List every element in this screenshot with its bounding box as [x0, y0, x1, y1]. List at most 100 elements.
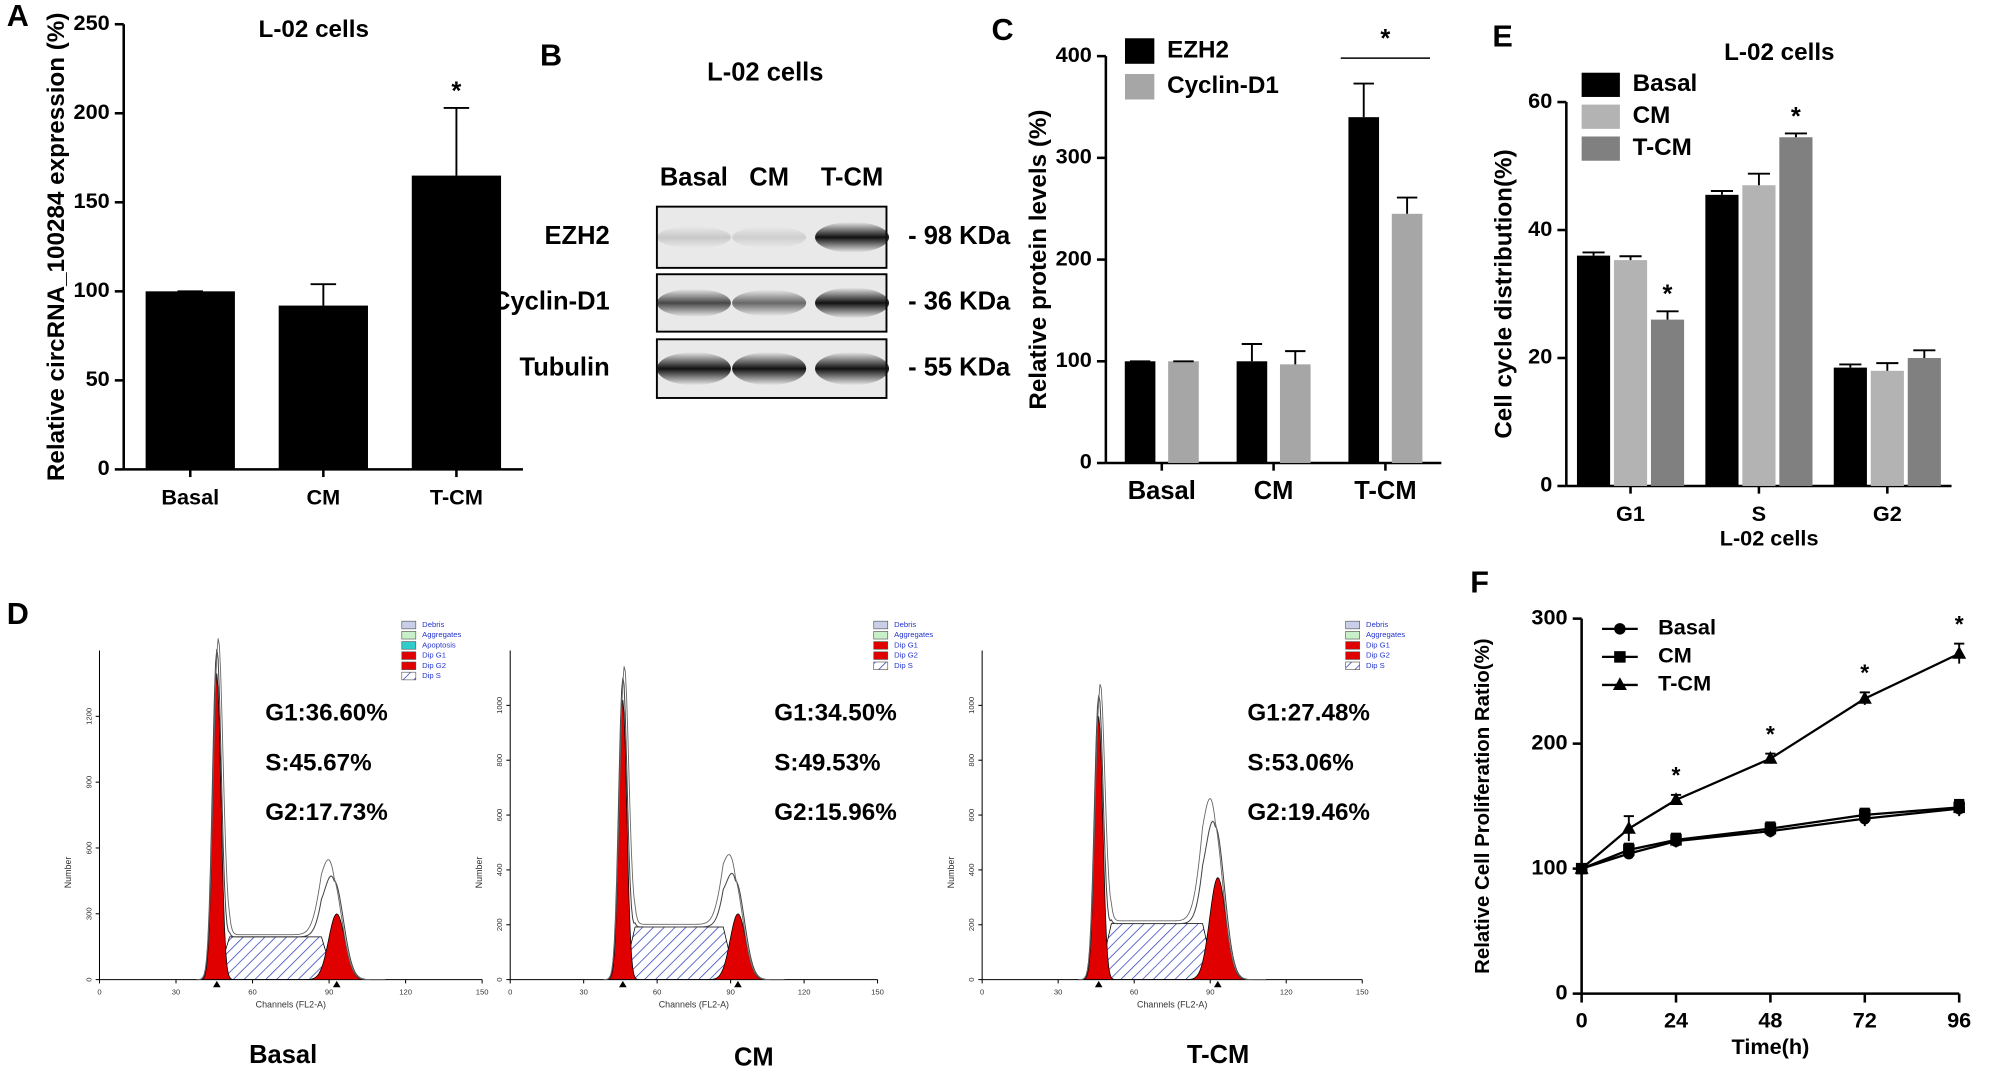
legend-label: Aggregates: [422, 630, 461, 639]
y-tick-label: 300: [1531, 604, 1567, 629]
bar: [1279, 364, 1311, 464]
bar: [278, 305, 368, 470]
x-tick-label: 0: [980, 987, 984, 996]
raw-data: [1078, 684, 1266, 981]
legend-label: Aggregates: [894, 630, 933, 639]
line: [1580, 652, 1960, 870]
x-tick-label: 72: [1853, 1007, 1877, 1032]
blot-band: [732, 226, 807, 249]
x-tick-label: 120: [1280, 987, 1293, 996]
panel-letter: E: [1492, 19, 1512, 53]
point: [1952, 645, 1967, 659]
blot-band: [815, 221, 890, 253]
y-tick-label: 200: [74, 99, 110, 124]
x-tick-label: 120: [399, 987, 412, 996]
x-tick-label: 150: [1356, 987, 1369, 996]
bar: [1870, 370, 1904, 486]
total-fit: [603, 677, 785, 981]
legend-swatch: [401, 631, 417, 640]
legend-swatch: [1581, 72, 1620, 97]
row-label: Cyclin-D1: [492, 288, 610, 316]
x-tick-label: 30: [1054, 987, 1063, 996]
panel-label: CM: [734, 1043, 774, 1071]
x-tick-label: 90: [1206, 987, 1215, 996]
y-tick-label: 800: [967, 754, 976, 767]
y-axis-label: Number: [474, 857, 484, 889]
blot-band: [656, 288, 731, 317]
x-tick-label: CM: [1254, 477, 1294, 505]
lane-label: Basal: [660, 163, 728, 191]
peak-marker: [332, 980, 341, 988]
lane-label: T-CM: [821, 163, 883, 191]
lane-label: CM: [749, 163, 789, 191]
total-fit: [1078, 695, 1266, 981]
stat-text: S:45.67%: [265, 749, 371, 776]
legend-swatch: [1581, 136, 1620, 161]
bar: [1124, 361, 1156, 464]
legend-label: T-CM: [1658, 671, 1711, 696]
stat-text: G1:27.48%: [1247, 700, 1370, 727]
x-tick-label: 30: [579, 987, 588, 996]
x-axis-label: Channels (FL2-A): [659, 999, 729, 1009]
legend-swatch: [873, 620, 889, 630]
legend-swatch: [1125, 38, 1155, 64]
point: [1857, 690, 1872, 704]
y-tick-label: 60: [1528, 88, 1552, 113]
legend-swatch: [401, 651, 417, 660]
x-tick-label: 60: [653, 987, 661, 996]
annotation: *: [1860, 660, 1869, 686]
blot-band: [656, 226, 731, 249]
y-tick-label: 0: [967, 977, 976, 981]
bar: [1779, 137, 1813, 486]
legend-swatch: [873, 661, 889, 670]
size-label: - 98 KDa: [908, 222, 1011, 250]
bar: [145, 291, 235, 470]
y-tick-label: 800: [495, 754, 504, 767]
point: [1859, 809, 1871, 821]
legend-label: Apoptosis: [422, 640, 456, 649]
x-tick-label: 96: [1947, 1007, 1971, 1032]
row-label: Tubulin: [520, 353, 610, 381]
legend-label: CM: [1633, 102, 1671, 129]
annotation: *: [1955, 611, 1964, 637]
point: [1670, 834, 1682, 846]
x-tick-label: 0: [508, 987, 512, 996]
legend-swatch: [873, 641, 889, 650]
legend-label: Basal: [1633, 70, 1698, 97]
legend-label: Debris: [1366, 620, 1388, 629]
blot-band: [656, 352, 731, 386]
bar: [1168, 361, 1199, 464]
annotation: *: [1766, 721, 1775, 747]
x-tick-label: T-CM: [1354, 477, 1416, 505]
blot-band: [815, 352, 890, 386]
y-axis-label: Relative Cell Proliferation Ratio(%): [1472, 638, 1494, 973]
bar: [1236, 361, 1268, 464]
x-tick-label: 90: [726, 987, 735, 996]
y-tick-label: 0: [495, 977, 504, 981]
y-tick-label: 400: [495, 864, 504, 877]
line: [1581, 806, 1960, 870]
bar: [411, 175, 502, 470]
bar: [1742, 185, 1776, 486]
y-tick-label: 0: [84, 977, 93, 981]
y-tick-label: 400: [1056, 42, 1092, 67]
blot-band: [732, 289, 807, 317]
legend-swatch: [1345, 631, 1361, 640]
x-tick-label: 120: [798, 987, 811, 996]
x-tick-label: G2: [1873, 501, 1902, 526]
y-tick-label: 300: [1056, 144, 1092, 169]
annotation: *: [1380, 25, 1390, 53]
annotation: *: [451, 77, 461, 105]
peak-marker: [734, 980, 742, 988]
annotation: *: [1791, 103, 1801, 131]
y-tick-label: 400: [967, 864, 976, 877]
legend-label: Aggregates: [1366, 630, 1405, 639]
panel-label: T-CM: [1187, 1041, 1249, 1069]
legend-label: Dip G1: [894, 640, 918, 649]
line: [1581, 807, 1960, 870]
legend-label: Dip S: [894, 661, 913, 670]
panel-letter: F: [1470, 565, 1489, 599]
size-label: - 36 KDa: [908, 288, 1011, 316]
legend-label: EZH2: [1167, 36, 1229, 63]
